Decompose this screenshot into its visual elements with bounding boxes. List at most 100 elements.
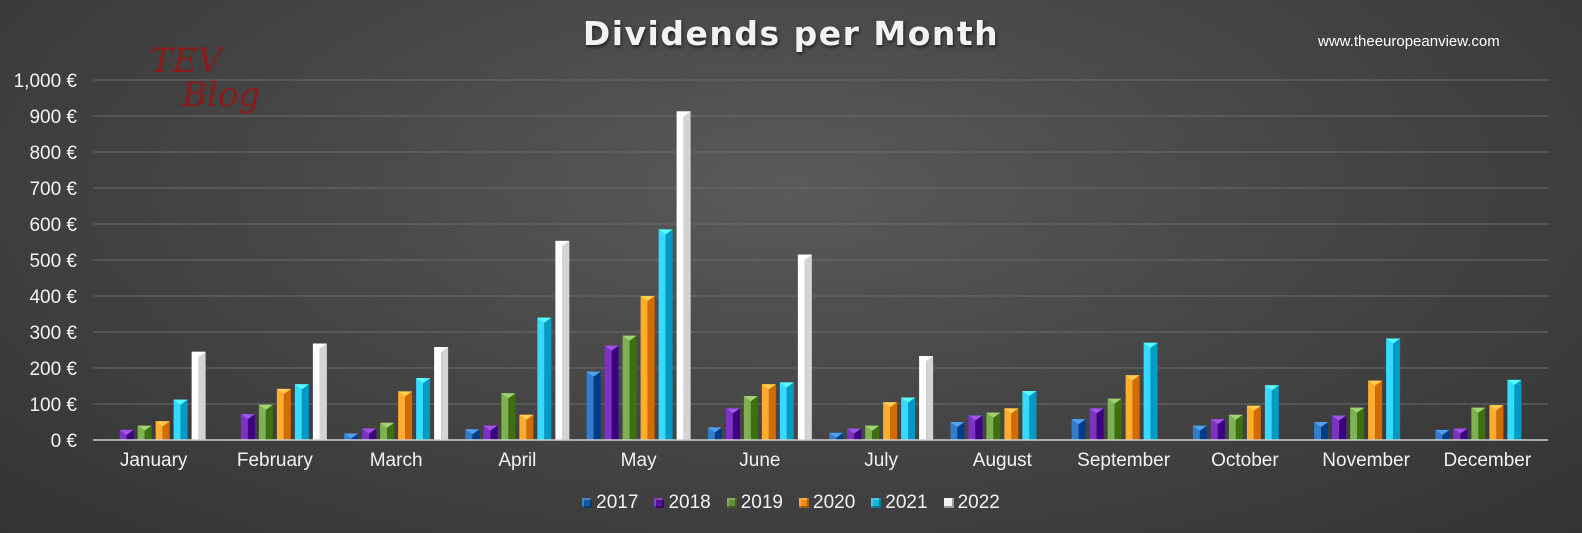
bar: [1004, 408, 1019, 440]
bar: [398, 391, 413, 440]
bar: [1435, 429, 1450, 440]
legend-swatch: [654, 498, 665, 508]
x-tick-label: September: [1077, 450, 1171, 471]
bar: [1022, 391, 1037, 440]
bar: [847, 428, 862, 440]
legend-item-2019: 2019: [726, 492, 783, 514]
logo-line1: TEV: [150, 41, 225, 81]
legend-swatch: [871, 498, 882, 508]
bar: [465, 429, 480, 440]
legend-label: 2019: [740, 492, 783, 513]
y-tick-label: 500 €: [29, 251, 77, 272]
y-tick-label: 700 €: [29, 179, 77, 200]
bar: [1507, 379, 1522, 440]
legend-item-2018: 2018: [654, 492, 711, 514]
bar: [761, 384, 776, 440]
gridlines: [93, 79, 1548, 405]
y-tick-label: 0 €: [51, 431, 78, 452]
bar: [1228, 414, 1243, 440]
bar: [173, 399, 188, 440]
bar: [1089, 408, 1104, 440]
y-tick-label: 200 €: [29, 359, 77, 380]
bar: [155, 421, 170, 440]
y-tick-label: 800 €: [29, 143, 77, 164]
legend-label: 2017: [596, 492, 639, 513]
x-tick-label: March: [370, 450, 423, 471]
bar: [1192, 425, 1207, 440]
legend-label: 2018: [668, 492, 711, 513]
bars: [119, 111, 1522, 440]
bar: [1210, 419, 1225, 440]
bar: [707, 427, 722, 440]
bar: [537, 317, 552, 440]
bar: [676, 111, 691, 440]
bar: [622, 335, 637, 440]
legend-swatch: [943, 498, 954, 508]
bar: [1107, 398, 1122, 440]
bar: [1071, 419, 1086, 440]
legend-swatch: [582, 498, 593, 508]
website-watermark: www.theeuropeanview.com: [1318, 33, 1500, 50]
x-tick-label: November: [1322, 450, 1410, 471]
bar: [362, 428, 377, 440]
y-axis-tick-labels: 0 € 100 € 200 € 300 € 400 € 500 € 600 € 700 € 80…: [14, 71, 78, 452]
series-2019: [137, 335, 1486, 440]
bar: [1350, 407, 1365, 440]
x-tick-label: October: [1211, 450, 1279, 471]
legend-item-2017: 2017: [582, 492, 638, 514]
bar: [586, 371, 601, 440]
chart-title: Dividends per Month: [582, 14, 1000, 53]
series-2017: [344, 371, 1450, 440]
bar: [829, 432, 844, 440]
y-tick-label: 300 €: [29, 323, 77, 344]
series-2020: [155, 296, 1504, 440]
bar: [501, 393, 516, 440]
bar: [1386, 338, 1401, 440]
bar: [1489, 405, 1504, 440]
bar: [119, 429, 134, 440]
bar: [1246, 405, 1261, 440]
x-tick-label: July: [864, 450, 898, 471]
legend-item-2020: 2020: [799, 492, 855, 514]
blog-logo: TEV Blog: [150, 41, 260, 114]
legend-item-2022: 2022: [943, 492, 1000, 514]
legend-label: 2022: [957, 492, 1000, 513]
bar: [294, 384, 309, 440]
bar: [919, 356, 934, 440]
bar: [950, 422, 965, 440]
bar: [1471, 407, 1486, 440]
legend-swatch: [799, 498, 809, 508]
bar: [986, 412, 1001, 440]
bar: [434, 347, 449, 440]
bar: [258, 404, 273, 440]
x-tick-label: April: [498, 450, 536, 471]
x-tick-label: February: [237, 450, 314, 471]
bar: [901, 397, 916, 440]
bar: [416, 378, 431, 440]
bar: [797, 254, 812, 440]
x-tick-label: December: [1444, 450, 1532, 471]
bar: [1264, 385, 1279, 440]
bar: [1368, 380, 1383, 440]
legend-label: 2020: [813, 492, 856, 513]
bar: [191, 351, 206, 440]
x-tick-label: August: [973, 450, 1033, 471]
bar: [968, 415, 983, 440]
bar: [1314, 422, 1329, 440]
bar: [658, 229, 673, 440]
legend-item-2021: 2021: [871, 492, 928, 514]
x-axis-tick-labels: January February March April May June July Augu…: [120, 450, 1532, 471]
bar: [865, 425, 880, 440]
x-tick-label: June: [739, 450, 780, 471]
legend-swatch: [726, 498, 737, 508]
y-tick-label: 600 €: [29, 215, 77, 236]
bar: [137, 425, 152, 440]
bar: [380, 422, 395, 440]
legend: 2017 2018 2019 2020 2021 2022: [0, 492, 1582, 514]
bar: [344, 433, 359, 440]
y-tick-label: 100 €: [29, 395, 77, 416]
bar: [725, 408, 740, 440]
logo-line2: Blog: [181, 75, 260, 114]
